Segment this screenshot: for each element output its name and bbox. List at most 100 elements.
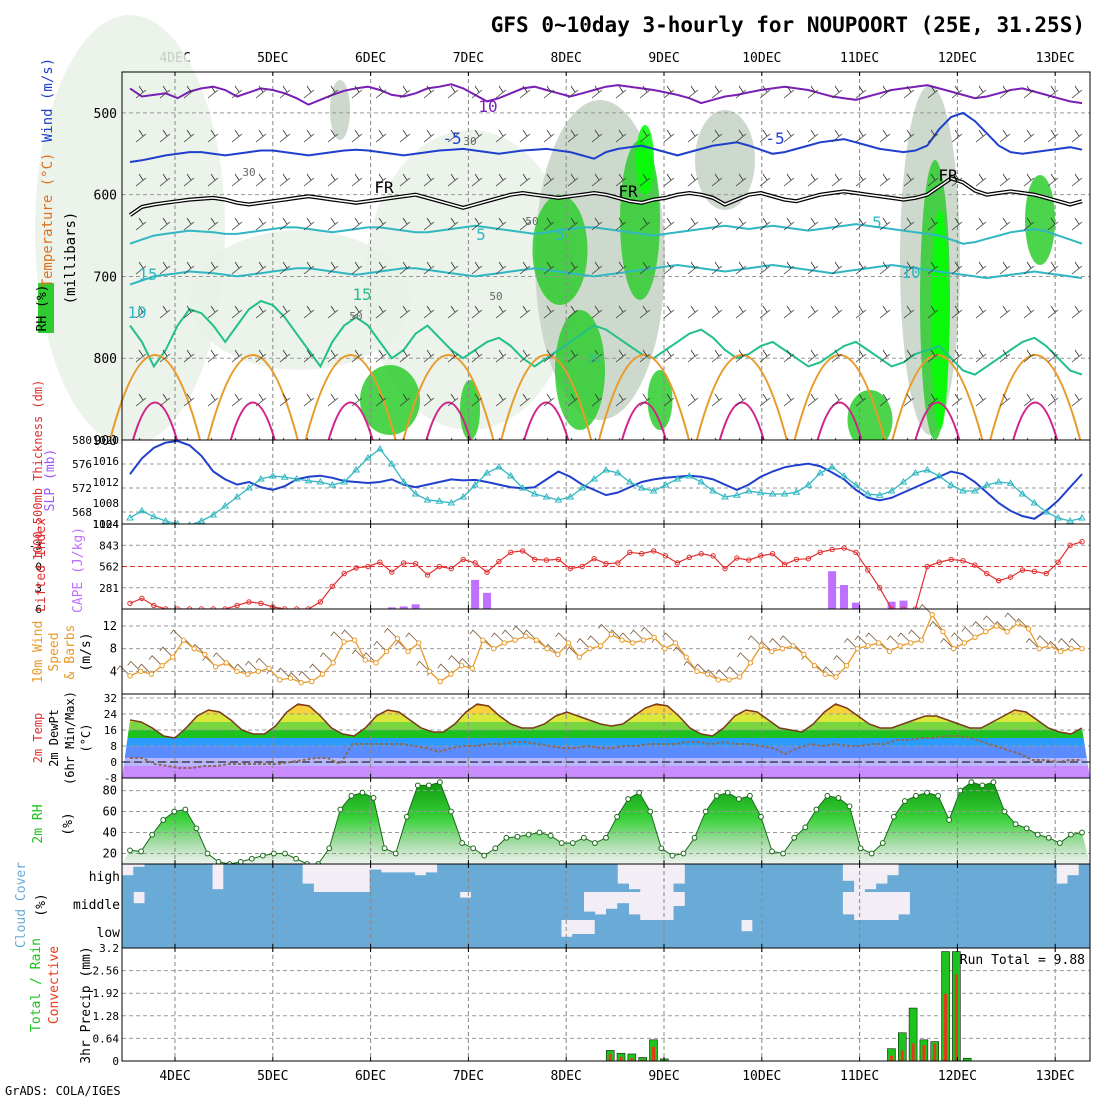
wind-barb: [951, 349, 963, 363]
temp-axis-label: (°C): [79, 724, 93, 753]
wind-speed-marker: [1004, 628, 1010, 635]
wind-panel-bg: [122, 609, 1090, 694]
wind-barb: [735, 217, 747, 231]
wind-barb: [903, 173, 915, 187]
wind-barb: [255, 173, 267, 187]
wind-speed-marker: [330, 660, 336, 666]
temp-tick-label: 8: [110, 740, 117, 753]
wind-barb: [615, 393, 627, 407]
wind-barb: [615, 85, 627, 99]
wind-barb: [298, 670, 313, 682]
wind-barb: [639, 349, 651, 363]
cloud-cell: [763, 920, 776, 948]
cloud-cell: [155, 892, 168, 920]
cloud-cell: [392, 920, 404, 948]
rh-marker: [492, 845, 499, 852]
cloud-cell: [808, 920, 821, 948]
wind-barb: [897, 632, 912, 644]
wind-barb: [903, 349, 915, 363]
thickness-marker: [304, 476, 313, 484]
rh-marker: [802, 824, 809, 831]
wind-barb: [615, 173, 627, 187]
bottom-date-axis: 4DEC 5DEC 6DEC 7DEC 8DEC 9DEC 10DEC 11DEC 12DEC 1…: [159, 1069, 1074, 1084]
wind-barb: [279, 129, 291, 143]
wind-barb: [543, 349, 555, 363]
thickness-marker: [459, 493, 468, 500]
temp-band: [122, 738, 1090, 746]
cloud-cell: [662, 920, 675, 948]
slp-tick-label: 1012: [93, 476, 120, 489]
thickness-marker: [697, 478, 706, 485]
wind-barb: [735, 261, 747, 275]
wind-barb: [471, 173, 483, 187]
wind-barb: [999, 129, 1011, 143]
rh-marker: [669, 852, 676, 859]
wind-barb: [615, 129, 627, 143]
pressure-tick-label: 600: [94, 189, 117, 204]
li-marker: [710, 553, 716, 559]
cloud-cell: [752, 892, 765, 920]
cloud-cell: [673, 920, 686, 948]
temp-tick-label: -8: [104, 772, 117, 785]
rh-panel: 20 40 60 80 2m RH (%): [31, 777, 1091, 867]
cloud-cell: [684, 892, 697, 920]
wind-barb: [362, 652, 377, 664]
wind-barb: [327, 261, 339, 275]
contour-label: FR: [618, 182, 638, 201]
wind-barb: [231, 85, 243, 99]
wind-barb: [255, 393, 267, 407]
wind-barb: [927, 129, 939, 143]
bottom-date-label: 8DEC: [551, 1069, 582, 1084]
wind-panel: 4 8 12 10m Wind Speed & Barbs (m/s): [31, 604, 1091, 695]
cloud-cell: [279, 892, 292, 920]
wind-barb: [711, 349, 723, 363]
wind-barb: [591, 393, 603, 407]
wind-barb: [639, 173, 651, 187]
wind-barb: [1071, 349, 1083, 363]
rh-marker: [1034, 831, 1041, 838]
wind-barb: [999, 349, 1011, 363]
thickness-marker: [804, 481, 813, 488]
contour-label: -5: [765, 129, 784, 148]
wind-speed-marker: [544, 645, 550, 652]
cloud-cell: [234, 864, 247, 892]
wind-barb: [639, 393, 651, 407]
cloud-cell: [425, 892, 438, 920]
wind-barb: [351, 217, 363, 231]
cloud-cell: [932, 864, 945, 892]
rh-marker: [691, 834, 698, 841]
cloud-cell: [279, 920, 292, 948]
cloud-cell: [718, 864, 731, 892]
wind-barb: [747, 635, 762, 647]
thickness-marker: [506, 472, 515, 479]
wind-speed-marker: [255, 668, 262, 675]
isotherm-25: [132, 401, 178, 441]
wind-barb: [683, 660, 698, 672]
wind-barb: [135, 85, 147, 99]
wind-barb: [951, 261, 963, 275]
wind-speed-marker: [170, 654, 176, 660]
wind-barb: [231, 217, 243, 231]
wind-barb: [663, 305, 675, 319]
cloud-cell: [369, 869, 382, 892]
contour-label: 50: [525, 215, 538, 228]
rh-marker: [348, 792, 355, 799]
wind-barb: [159, 349, 171, 363]
wind-barb: [375, 129, 387, 143]
wind-barb: [879, 217, 891, 231]
wind-barb: [212, 652, 227, 664]
wind-barb: [711, 305, 723, 319]
wind-barb: [519, 173, 531, 187]
wind-barb: [598, 623, 612, 635]
cloud-cell: [696, 892, 708, 920]
cloud-axis-label: Cloud Cover: [14, 862, 29, 948]
wind-barb: [999, 393, 1011, 407]
slp-line: [129, 440, 1083, 520]
cloud-cell: [572, 864, 584, 892]
thickness-marker: [483, 469, 491, 476]
cloud-cell: [999, 920, 1012, 948]
thickness-marker: [352, 466, 360, 473]
cloud-cell: [1067, 892, 1080, 920]
wind-barb: [399, 85, 411, 99]
rh-shading: [1025, 175, 1055, 265]
